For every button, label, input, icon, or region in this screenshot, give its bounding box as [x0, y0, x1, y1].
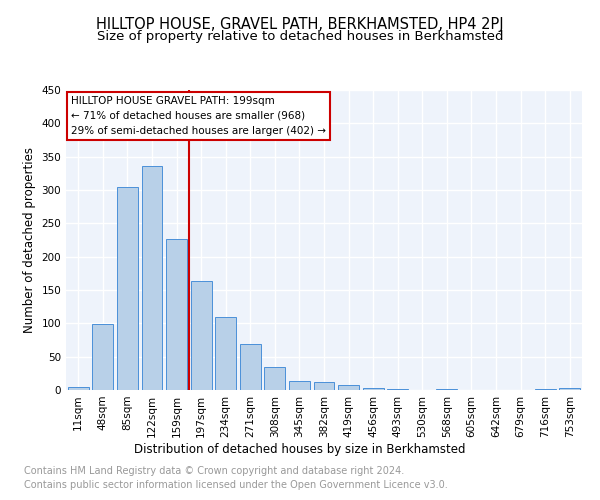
Text: Distribution of detached houses by size in Berkhamsted: Distribution of detached houses by size … [134, 442, 466, 456]
Bar [117, 186, 138, 390]
Bar [215, 318, 236, 390]
Bar [68, 388, 89, 390]
Bar [166, 240, 187, 390]
Text: HILLTOP HOUSE, GRAVEL PATH, BERKHAMSTED, HP4 2PJ: HILLTOP HOUSE, GRAVEL PATH, BERKHAMSTED,… [96, 18, 504, 32]
Bar [362, 388, 383, 390]
Bar [314, 382, 334, 390]
Bar [92, 324, 113, 390]
Bar [142, 166, 163, 390]
Bar [191, 282, 212, 390]
Bar [559, 388, 580, 390]
Bar [338, 386, 359, 390]
Text: Contains HM Land Registry data © Crown copyright and database right 2024.: Contains HM Land Registry data © Crown c… [24, 466, 404, 476]
Bar [265, 368, 286, 390]
Bar [240, 344, 261, 390]
Y-axis label: Number of detached properties: Number of detached properties [23, 147, 36, 333]
Text: Size of property relative to detached houses in Berkhamsted: Size of property relative to detached ho… [97, 30, 503, 43]
Bar [289, 382, 310, 390]
Text: Contains public sector information licensed under the Open Government Licence v3: Contains public sector information licen… [24, 480, 448, 490]
Text: HILLTOP HOUSE GRAVEL PATH: 199sqm
← 71% of detached houses are smaller (968)
29%: HILLTOP HOUSE GRAVEL PATH: 199sqm ← 71% … [71, 96, 326, 136]
